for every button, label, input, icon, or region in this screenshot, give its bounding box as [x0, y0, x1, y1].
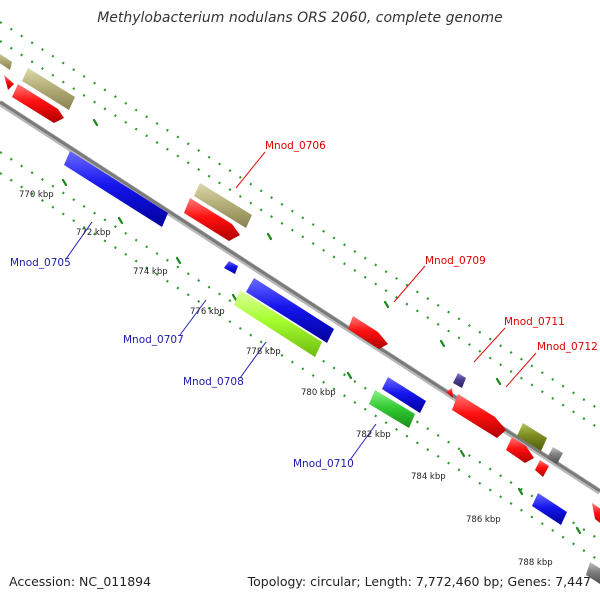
gene-red-tiny[interactable] — [535, 460, 549, 477]
scale-label-780: 780 kbp — [301, 388, 336, 398]
accession-text: Accession: NC_011894 — [9, 574, 152, 589]
scale-label-770: 770 kbp — [19, 190, 54, 200]
gene-purple-small[interactable] — [453, 373, 466, 388]
gene-red-lower-edge[interactable] — [592, 503, 600, 526]
gene-upper-khaki-2[interactable] — [22, 68, 75, 110]
label-mnod-0712[interactable]: Mnod_0712 — [537, 341, 598, 353]
scale-labels: 770 kbp 772 kbp 774 kbp 776 kbp 778 kbp … — [19, 190, 553, 568]
gene-blue-tiny[interactable] — [224, 261, 238, 274]
gene-gray-small[interactable] — [547, 447, 563, 464]
gene-upper-red-1[interactable] — [4, 75, 14, 90]
gene-red-upper-tail[interactable] — [506, 437, 534, 463]
label-mnod-0710[interactable]: Mnod_0710 — [293, 458, 354, 470]
genome-backbone-core — [0, 100, 600, 493]
dotted-track-inner — [0, 151, 600, 541]
gene-mnod-0706-khaki[interactable] — [194, 183, 252, 228]
gene-upper-red-2[interactable] — [12, 84, 64, 123]
map-title: Methylobacterium nodulans ORS 2060, comp… — [97, 10, 503, 26]
scale-label-772: 772 kbp — [76, 228, 111, 238]
genome-summary-text: Topology: circular; Length: 7,772,460 bp… — [247, 574, 591, 589]
gene-mnod-0708[interactable] — [234, 290, 322, 357]
label-mnod-0708[interactable]: Mnod_0708 — [183, 376, 244, 388]
scale-label-786: 786 kbp — [466, 515, 501, 525]
gene-olive[interactable] — [517, 423, 547, 451]
gene-mnod-0709[interactable] — [348, 316, 388, 349]
label-mnod-0707[interactable]: Mnod_0707 — [123, 334, 184, 346]
gene-gray-lower-edge[interactable] — [586, 562, 600, 584]
dotted-track-outer — [0, 21, 600, 411]
gene-upper-khaki-1[interactable] — [0, 50, 12, 70]
callout-lines-upper — [235, 151, 537, 388]
dotted-track-lines — [0, 21, 600, 562]
scale-label-776: 776 kbp — [190, 307, 225, 317]
gene-labels-upper: Mnod_0706 Mnod_0709 Mnod_0711 Mnod_0712 — [265, 140, 598, 353]
gene-mnod-0711[interactable] — [446, 388, 453, 398]
gene-blue-lower[interactable] — [532, 493, 567, 525]
gene-mnod-0712[interactable] — [452, 394, 506, 438]
gene-blue-mid[interactable] — [382, 377, 426, 413]
label-mnod-0711[interactable]: Mnod_0711 — [504, 316, 565, 328]
gene-mnod-0707[interactable] — [246, 278, 334, 343]
scale-label-788: 788 kbp — [518, 558, 553, 568]
callout-lines-lower — [65, 221, 377, 461]
scale-label-778: 778 kbp — [246, 347, 281, 357]
dotted-track-inner-2 — [0, 172, 600, 562]
dotted-track-outer-2 — [0, 40, 600, 430]
label-mnod-0705[interactable]: Mnod_0705 — [10, 257, 71, 269]
scale-label-784: 784 kbp — [411, 472, 446, 482]
gene-labels-lower: Mnod_0705 Mnod_0707 Mnod_0708 Mnod_0710 — [10, 257, 354, 470]
gene-mnod-0710[interactable] — [369, 390, 415, 428]
gene-mnod-0706[interactable] — [184, 198, 240, 241]
label-mnod-0709[interactable]: Mnod_0709 — [425, 255, 486, 267]
label-mnod-0706[interactable]: Mnod_0706 — [265, 140, 326, 152]
scale-label-774: 774 kbp — [133, 267, 168, 277]
scale-label-782: 782 kbp — [356, 430, 391, 440]
gene-mnod-0705[interactable] — [64, 151, 168, 227]
